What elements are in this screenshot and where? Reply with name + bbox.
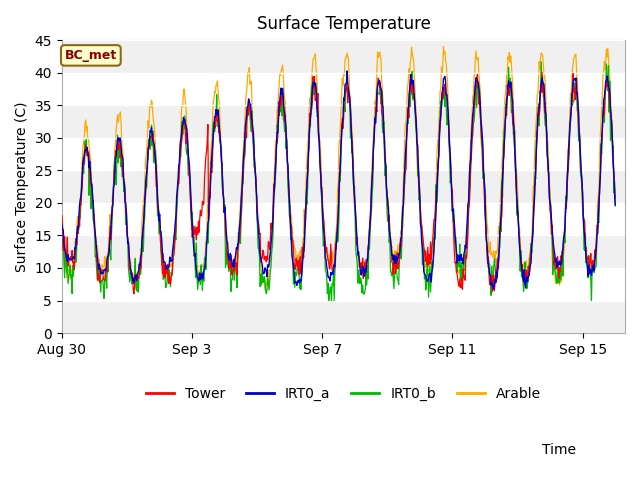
Bar [62, 40, 625, 72]
Bar [62, 268, 625, 300]
Bar [62, 72, 625, 105]
Bar [62, 235, 625, 268]
Legend: Tower, IRT0_a, IRT0_b, Arable: Tower, IRT0_a, IRT0_b, Arable [141, 381, 547, 406]
Bar [62, 300, 625, 333]
Bar [62, 105, 625, 138]
Title: Surface Temperature: Surface Temperature [257, 15, 430, 33]
Bar [62, 138, 625, 170]
Bar [62, 203, 625, 235]
Y-axis label: Surface Temperature (C): Surface Temperature (C) [15, 101, 29, 272]
Text: Time: Time [542, 443, 576, 456]
Text: BC_met: BC_met [65, 49, 117, 62]
Bar [62, 170, 625, 203]
